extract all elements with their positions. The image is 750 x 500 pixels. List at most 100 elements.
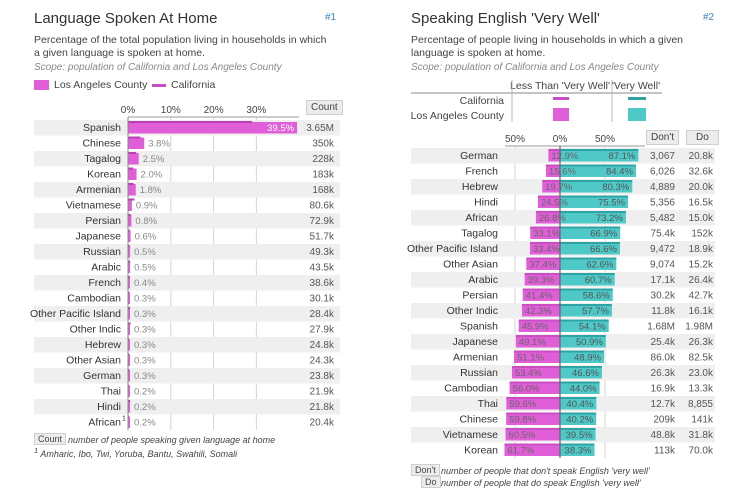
less-value-label: 53.4% — [515, 368, 542, 379]
category-label: Japanese — [75, 231, 121, 243]
bar-very — [560, 382, 600, 394]
footer-count-text: number of people speaking given language… — [68, 435, 276, 445]
category-label: French — [88, 277, 121, 289]
dont-count: 11.8k — [651, 306, 676, 317]
dont-count: 16.9k — [651, 384, 676, 395]
chart1-svg: 0% 10% 20% 30% Spanish 39.5% 3.65M Chinese 3.8% 3… — [30, 105, 340, 430]
bar-la — [128, 153, 139, 165]
dont-sort-button[interactable]: Don't — [646, 130, 680, 145]
bar-very — [560, 181, 633, 193]
count-value: 3.65M — [306, 123, 334, 134]
bar-la — [128, 354, 130, 366]
chart2-subtitle: Percentage of people living in household… — [411, 34, 684, 59]
very-value-label: 40.4% — [566, 399, 593, 410]
do-count: 152k — [691, 229, 714, 240]
chart2-scope: Scope: population of California and Los … — [411, 62, 659, 73]
row-band — [34, 151, 340, 167]
category-label: Armenian — [453, 352, 498, 364]
category-label: Arabic — [468, 274, 498, 286]
category-label: Tagalog — [461, 228, 498, 240]
legend-header-less: Less Than 'Very Well' — [510, 80, 610, 92]
chart2-number[interactable]: #2 — [703, 12, 715, 23]
count-value: 24.3k — [310, 356, 335, 367]
x-tick-label: 30% — [246, 105, 266, 116]
bar-less — [506, 398, 560, 410]
bar-la — [128, 215, 132, 227]
footnote-text: Amharic, Ibo, Twi, Yoruba, Bantu, Swahil… — [40, 449, 238, 459]
x-tick-label: 10% — [161, 105, 181, 116]
count-value: 23.8k — [310, 371, 335, 382]
less-value-label: 33.4% — [533, 244, 560, 255]
category-label: Hindi — [97, 401, 121, 413]
value-label: 0.3% — [134, 309, 156, 320]
do-count: 26.3k — [689, 337, 714, 348]
x-tick-label: 0% — [553, 134, 568, 145]
less-value-label: 24.5% — [541, 198, 568, 209]
dont-count: 209k — [653, 415, 676, 426]
do-count: 8,855 — [688, 399, 713, 410]
very-value-label: 54.1% — [579, 322, 606, 333]
bar-la — [128, 230, 131, 242]
value-label: 2.0% — [141, 170, 163, 181]
category-label: Cambodian — [67, 293, 121, 305]
bar-less — [542, 181, 560, 193]
bar-very — [560, 429, 596, 441]
bar-la — [128, 122, 298, 134]
chart1-scope: Scope: population of California and Los … — [34, 62, 282, 73]
category-label: Other Pacific Island — [407, 243, 498, 255]
less-value-label: 51.1% — [517, 353, 544, 364]
category-label: Russian — [460, 367, 498, 379]
count-sort-button[interactable]: Count — [306, 100, 343, 115]
bar-la — [128, 199, 132, 211]
do-count: 23.0k — [689, 368, 714, 379]
very-value-label: 84.4% — [606, 167, 633, 178]
category-label: German — [83, 370, 121, 382]
count-value: 183k — [312, 170, 335, 181]
do-count: 141k — [691, 415, 714, 426]
bar-very — [560, 398, 597, 410]
category-label: Japanese — [452, 336, 498, 348]
category-label: Other Indic — [70, 324, 121, 336]
value-label: 0.8% — [135, 216, 157, 227]
dont-count: 6,026 — [650, 167, 675, 178]
bar-less — [521, 305, 560, 317]
legend-ca-line — [152, 84, 166, 87]
less-value-label: 49.1% — [519, 337, 546, 348]
very-value-label: 58.6% — [583, 291, 610, 302]
chart2-title: Speaking English 'Very Well' — [411, 10, 600, 27]
very-value-label: 62.6% — [586, 260, 613, 271]
bar-very — [560, 227, 621, 239]
bar-very — [560, 258, 617, 270]
very-value-label: 66.6% — [590, 244, 617, 255]
count-value: 27.9k — [310, 325, 335, 336]
do-count: 70.0k — [689, 446, 714, 457]
very-value-label: 40.2% — [566, 415, 593, 426]
bar-la — [128, 277, 130, 289]
chart1-number[interactable]: #1 — [325, 12, 337, 23]
count-value: 43.5k — [310, 263, 335, 274]
very-value-label: 66.9% — [590, 229, 617, 240]
legend-ca-very-mark — [628, 97, 646, 100]
footer-count-button: Count — [34, 433, 67, 445]
bar-less — [526, 258, 560, 270]
bar-less — [511, 367, 560, 379]
bar-la — [128, 323, 130, 335]
bar-less — [506, 413, 560, 425]
footnote: 1 Amharic, Ibo, Twi, Yoruba, Bantu, Swah… — [34, 446, 237, 459]
bar-la — [128, 137, 145, 149]
do-count: 82.5k — [689, 353, 714, 364]
very-value-label: 50.9% — [576, 337, 603, 348]
dont-count: 9,472 — [650, 244, 675, 255]
less-value-label: 61.7% — [507, 446, 534, 457]
value-label: 0.2% — [134, 418, 156, 429]
bar-very — [560, 289, 613, 301]
bar-less — [524, 274, 560, 286]
bar-la — [128, 385, 130, 397]
value-label: 0.4% — [134, 278, 156, 289]
dont-count: 1.68M — [647, 322, 675, 333]
count-value: 24.8k — [310, 340, 335, 351]
count-value: 30.1k — [310, 294, 335, 305]
bar-less — [505, 429, 560, 441]
count-value: 49.3k — [310, 247, 335, 258]
do-sort-button[interactable]: Do — [686, 130, 719, 145]
